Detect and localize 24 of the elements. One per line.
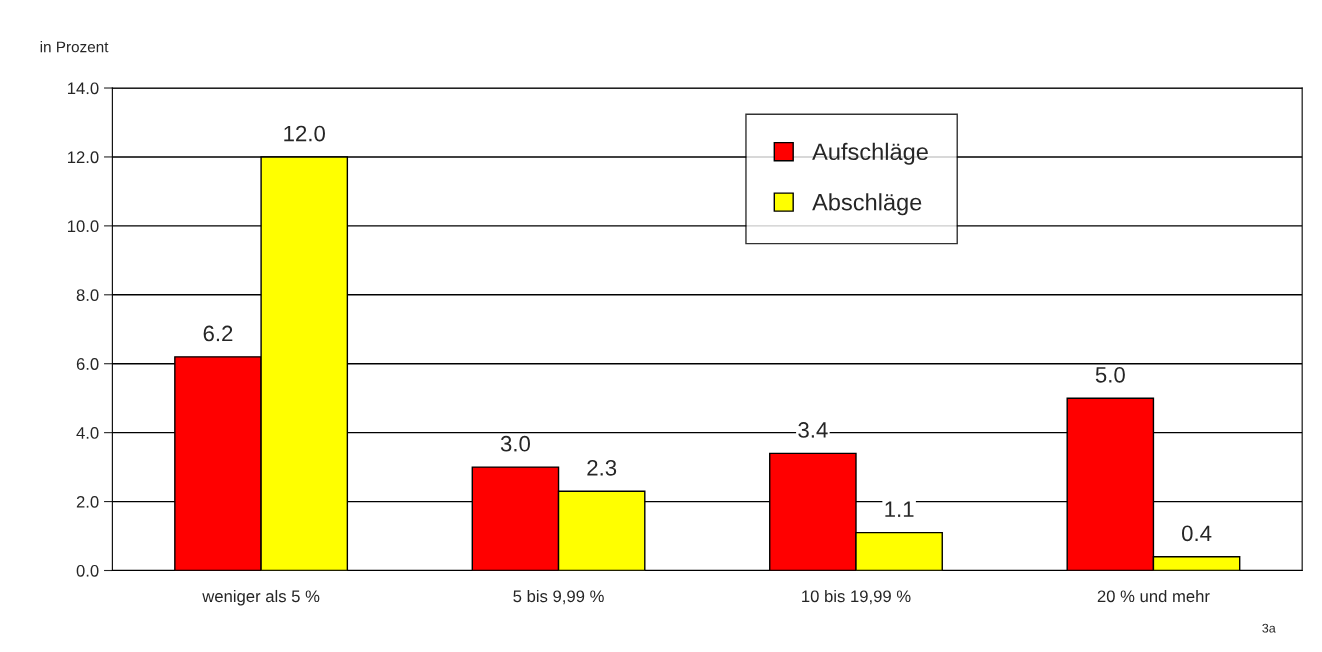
- data-label: 5.0: [1095, 366, 1125, 383]
- data-label: 6.2: [203, 325, 233, 342]
- x-tick-label: 20 % und mehr: [1097, 589, 1210, 603]
- data-label: 0.4: [1182, 525, 1212, 542]
- data-label: 12.0: [284, 125, 325, 142]
- data-label: 2.3: [587, 460, 617, 476]
- y-tick-label: 0.0: [76, 564, 99, 577]
- y-tick-label: 6.0: [76, 358, 99, 370]
- x-tick-label: 5 bis 9,99 %: [513, 589, 604, 605]
- data-label: 1.1: [885, 501, 914, 517]
- x-tick-label: 10 bis 19,99 %: [802, 589, 911, 605]
- data-label: 3.0: [500, 435, 530, 452]
- x-tick-label: weniger als 5 %: [202, 589, 320, 606]
- y-axis-title: in Prozent: [40, 41, 109, 53]
- y-tick-label: 14.0: [68, 82, 99, 95]
- data-label: 3.4: [798, 422, 828, 438]
- legend-label: Abschläge: [812, 193, 922, 216]
- y-tick-label: 10.0: [68, 220, 99, 233]
- y-tick-label: 8.0: [76, 289, 99, 301]
- y-tick-label: 2.0: [76, 495, 99, 508]
- y-tick-label: 4.0: [76, 427, 99, 439]
- legend-label: Aufschläge: [812, 142, 928, 165]
- text: 3a: [1262, 623, 1276, 633]
- y-tick-label: 12.0: [68, 151, 99, 164]
